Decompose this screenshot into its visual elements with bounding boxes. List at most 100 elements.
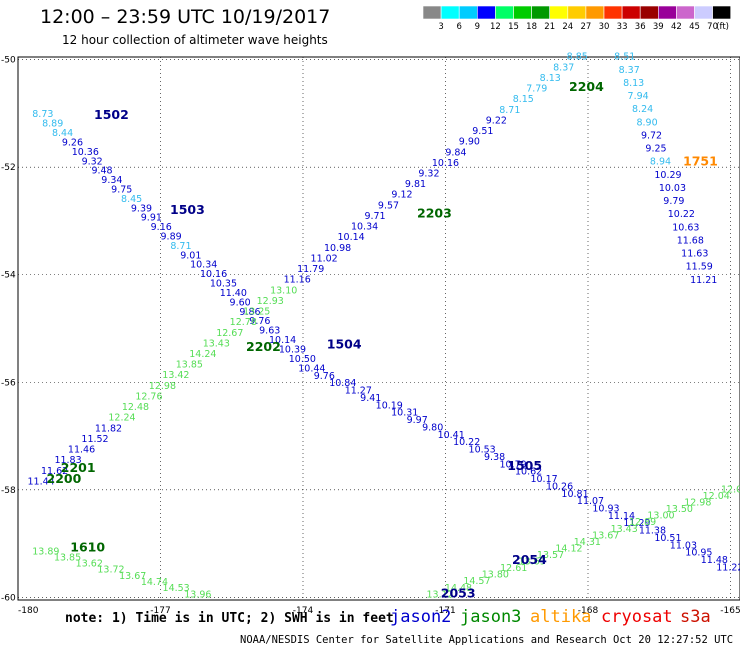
x-tick-label: -165 (720, 606, 740, 616)
swh-value: 14.57 (463, 576, 490, 587)
swh-value: 13.85 (54, 552, 81, 563)
colorbar-label: 27 (580, 22, 591, 32)
swh-value: 8.73 (32, 109, 53, 120)
swh-value: 9.12 (391, 190, 412, 201)
swh-value: 9.51 (472, 126, 493, 137)
swh-value: 10.16 (432, 158, 459, 169)
swh-value: 12.76 (135, 391, 162, 402)
swh-value: 11.02 (311, 253, 338, 264)
swh-value: 11.52 (81, 434, 108, 445)
colorbar-label: 3 (438, 22, 443, 32)
swh-value: 13.67 (119, 571, 146, 582)
swh-value: 9.71 (364, 211, 385, 222)
swh-value: 8.15 (513, 94, 534, 105)
swh-value: 11.29 (623, 518, 650, 529)
swh-value: 11.79 (297, 264, 324, 275)
swh-value: 13.43 (203, 338, 230, 349)
swh-value: 8.94 (650, 157, 671, 168)
swh-value: 8.45 (121, 194, 142, 205)
colorbar-label: 30 (599, 22, 610, 32)
y-tick-label: -52 (1, 163, 16, 173)
swh-value: 11.68 (677, 235, 704, 246)
swh-value: 8.51 (614, 52, 635, 63)
colorbar-swatch (694, 5, 713, 20)
swh-value: 14.24 (189, 349, 216, 360)
pass-time-label: 1503 (170, 202, 205, 217)
y-tick-label: -58 (1, 486, 16, 496)
swh-value: 10.31 (391, 408, 418, 419)
swh-value: 11.21 (690, 275, 717, 286)
swh-value: 8.71 (170, 241, 191, 252)
swh-value: 11.14 (608, 511, 635, 522)
swh-value: 11.59 (686, 262, 713, 273)
credit-text: NOAA/NESDIS Center for Satellite Applica… (240, 634, 740, 646)
pass-time-label: 1751 (683, 154, 718, 169)
plot-frame (17, 56, 740, 601)
swh-value: 10.84 (329, 378, 356, 389)
swh-value: 10.79 (500, 459, 527, 470)
colorbar-label: 70 (707, 22, 718, 32)
swh-value: 11.46 (68, 445, 95, 456)
swh-value: 11.40 (220, 288, 247, 299)
colorbar-label: 42 (671, 22, 682, 32)
pass-time-label: 1610 (70, 540, 105, 555)
swh-value: 12.98 (684, 498, 711, 509)
colorbar-swatch (513, 5, 532, 20)
swh-value: 13.67 (592, 530, 619, 541)
swh-value: 13.69 (519, 557, 546, 568)
swh-value: 9.84 (445, 147, 466, 158)
colorbar-swatch (585, 5, 605, 20)
swh-value: 9.90 (459, 137, 480, 148)
swh-value: 9.25 (645, 144, 666, 155)
colorbar-label: 39 (653, 22, 664, 32)
swh-value: 9.57 (378, 200, 399, 211)
swh-value: 11.27 (345, 386, 372, 397)
swh-value: 10.53 (469, 445, 496, 456)
swh-value: 9.16 (151, 222, 172, 233)
colorbar-label: 6 (456, 22, 461, 32)
swh-value: 9.32 (82, 156, 103, 167)
swh-value: 11.62 (41, 466, 68, 477)
swh-value: 9.39 (131, 203, 152, 214)
swh-value: 11.83 (54, 455, 81, 466)
swh-value: 9.32 (418, 168, 439, 179)
swh-value: 9.76 (249, 316, 270, 327)
swh-value: 10.22 (668, 209, 695, 220)
colorbar-label: 33 (617, 22, 628, 32)
colorbar-label: 21 (544, 22, 555, 32)
swh-value: 11.07 (577, 496, 604, 507)
pass-time-label: 2204 (569, 79, 604, 94)
pass-time-label: 2202 (246, 339, 281, 354)
swh-value: 13.00 (647, 511, 674, 522)
swh-value: 8.85 (567, 52, 588, 63)
swh-value: 13.57 (537, 550, 564, 561)
y-tick-label: -56 (1, 378, 16, 388)
page-title: 12:00 – 23:59 UTC 10/19/2017 (40, 6, 331, 28)
legend-altika: altika (530, 607, 592, 627)
colorbar-swatch (639, 5, 659, 20)
swh-value: 14.48 (445, 583, 472, 594)
swh-value: 12.48 (122, 402, 149, 413)
swh-value: 8.89 (42, 119, 63, 130)
pass-time-label: 1504 (327, 336, 362, 351)
swh-value: 12.67 (216, 328, 243, 339)
x-tick-label: -174 (293, 606, 314, 616)
swh-value: 11.16 (284, 275, 311, 286)
swh-value: 11.03 (670, 540, 697, 551)
swh-value: 13.12 (427, 589, 454, 600)
swh-value: 11.38 (639, 526, 666, 537)
swh-value: 8.13 (623, 78, 644, 89)
swh-value: 8.24 (632, 104, 653, 115)
swh-value: 10.03 (659, 183, 686, 194)
swh-value: 11.22 (716, 562, 740, 573)
swh-value: 9.38 (484, 452, 505, 463)
swh-value: 14.74 (141, 577, 168, 588)
swh-value: 13.80 (482, 570, 509, 581)
swh-value: 13.10 (270, 285, 297, 296)
swh-value: 10.14 (269, 335, 296, 346)
swh-value: 10.26 (546, 481, 573, 492)
page-subtitle: 12 hour collection of altimeter wave hei… (62, 33, 328, 47)
colorbar-swatch (440, 5, 460, 20)
note-text: note: 1) Time is in UTC; 2) SWH is in fe… (65, 611, 394, 626)
